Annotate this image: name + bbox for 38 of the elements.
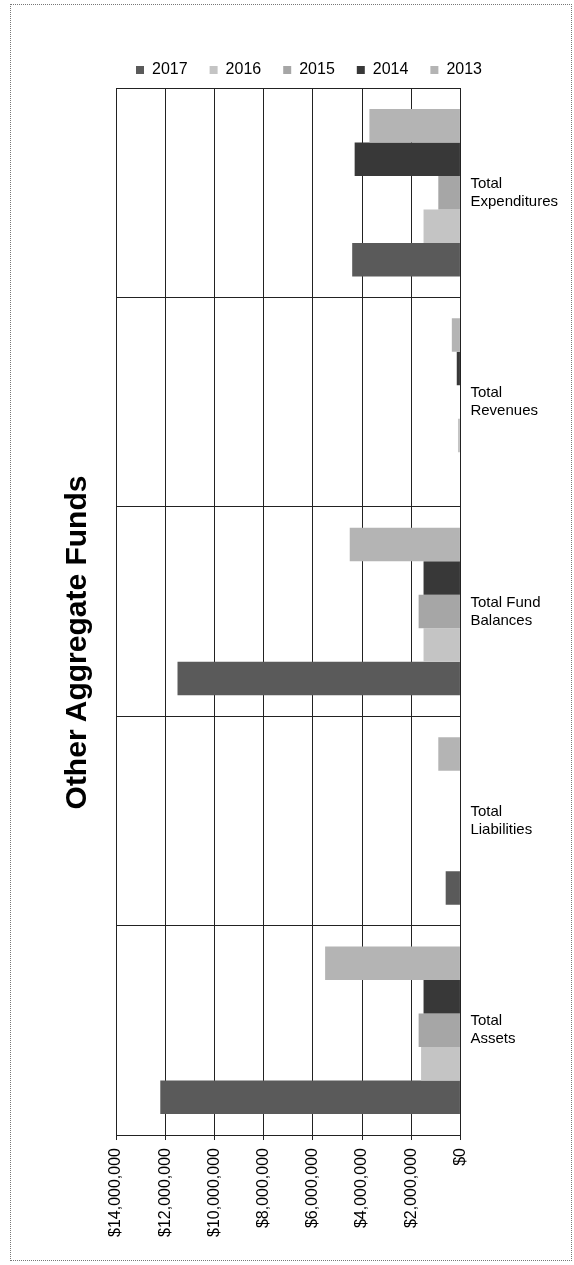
legend-label: 2016: [225, 60, 262, 78]
legend-label: 2013: [446, 60, 483, 78]
bar: [418, 594, 460, 629]
bar: [160, 1080, 460, 1115]
legend-label: 2014: [372, 60, 409, 78]
x-tick-label: $4,000,000: [352, 1147, 370, 1229]
y-tick-label: Total Expenditures: [470, 173, 559, 209]
bar: [369, 108, 460, 143]
bar: [418, 1013, 460, 1048]
y-tick-label: Total Fund Balances: [470, 592, 541, 628]
bar: [352, 242, 460, 277]
bar: [451, 318, 460, 352]
x-tick-label: $2,000,000: [401, 1147, 419, 1229]
x-tick-label: $14,000,000: [106, 1147, 124, 1238]
text: Other Aggregate Funds: [59, 475, 93, 810]
bar: [354, 142, 460, 176]
y-tick-label: Total Liabilities: [470, 802, 533, 838]
x-tick-label: $10,000,000: [204, 1147, 222, 1238]
legend-label: 2015: [299, 60, 335, 78]
bar: [325, 946, 460, 981]
bar: [438, 175, 460, 210]
bar: [423, 561, 460, 595]
bar: [177, 661, 460, 696]
bar: [445, 871, 460, 905]
y-tick-label: Total Assets: [470, 1011, 516, 1047]
bar: [349, 527, 460, 562]
bar: [438, 737, 460, 771]
x-tick-label: $0: [450, 1147, 468, 1166]
x-tick-label: $6,000,000: [303, 1147, 321, 1229]
bar: [456, 351, 460, 386]
bar: [423, 209, 460, 243]
bar: [423, 628, 460, 662]
bar: [421, 1047, 460, 1081]
y-tick-label: Total Revenues: [470, 383, 538, 419]
x-tick-label: $8,000,000: [254, 1147, 272, 1229]
bar: [423, 980, 460, 1014]
legend-label: 2017: [152, 60, 188, 78]
x-tick-label: $12,000,000: [155, 1147, 173, 1238]
